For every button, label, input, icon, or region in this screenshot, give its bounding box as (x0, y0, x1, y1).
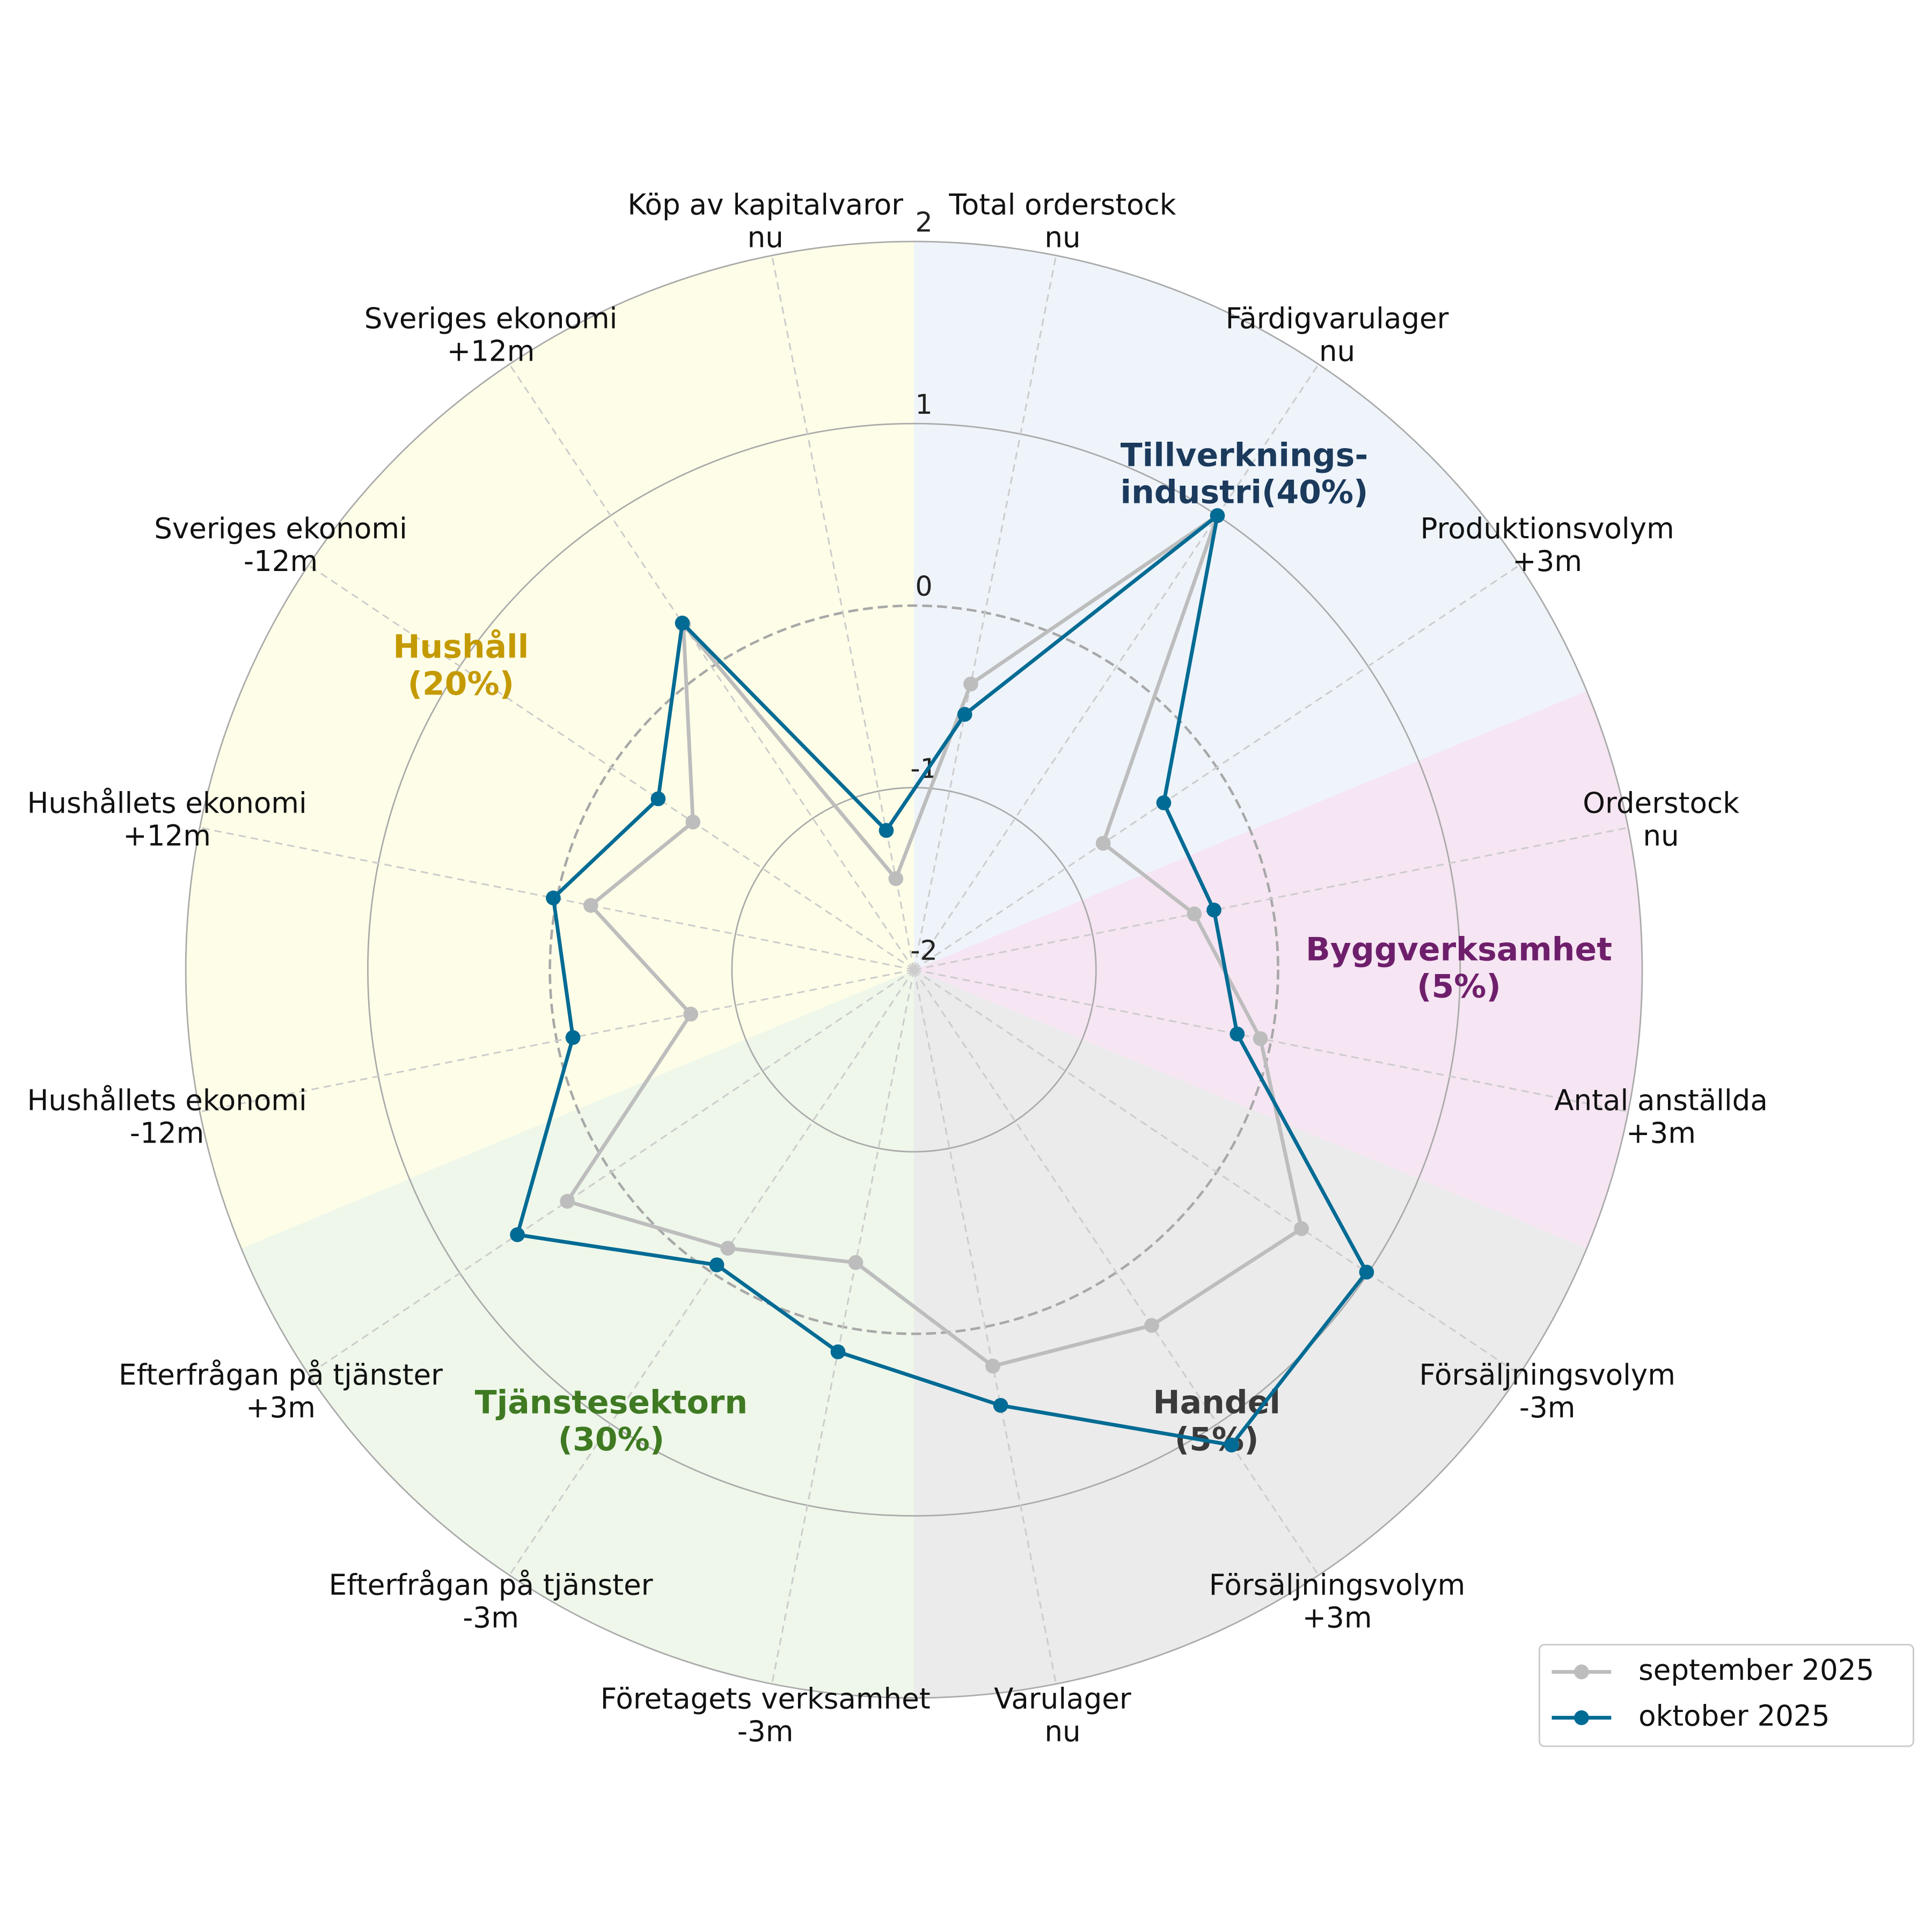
series-marker (1095, 836, 1111, 851)
series-marker (1210, 508, 1225, 523)
series-marker (963, 676, 978, 692)
spoke (913, 969, 1520, 1375)
series-marker (830, 1344, 846, 1359)
r-tick-label: 2 (915, 207, 932, 238)
legend-box (1538, 1644, 1914, 1747)
grid-ring (367, 422, 1461, 1517)
group-label: Hushåll (20%) (393, 628, 529, 702)
group-sector (914, 241, 1587, 970)
series-marker (546, 890, 561, 906)
group-sector (241, 969, 914, 1698)
category-label: Efterfrågan på tjänster -3m (329, 1568, 653, 1634)
spoke (308, 564, 914, 971)
series-marker (560, 1194, 575, 1209)
series-marker (888, 871, 904, 887)
category-label: Hushållets ekonomi -12m (27, 1084, 306, 1150)
category-label: Försäljningsvolym +3m (1209, 1568, 1466, 1634)
series-marker (1253, 1031, 1268, 1046)
r-tick-label: -2 (910, 935, 938, 967)
category-label: Sveriges ekonomi +12m (364, 302, 618, 368)
series-marker (1187, 906, 1202, 921)
series-marker (1294, 1221, 1309, 1236)
legend-label: september 2025 (1638, 1653, 1874, 1687)
series-marker (957, 707, 972, 722)
series-marker (1144, 1318, 1159, 1333)
series-marker (1156, 795, 1172, 810)
spoke (199, 969, 914, 1113)
series-marker (985, 1358, 1000, 1374)
spoke (913, 255, 1057, 970)
group-label: Tjänstesektorn (30%) (475, 1384, 748, 1458)
spoke (913, 969, 1320, 1576)
category-label: Företagets verksamhet -3m (601, 1682, 931, 1748)
series-marker (720, 1241, 736, 1256)
series-marker (583, 898, 598, 913)
series-marker (993, 1397, 1008, 1413)
category-label: Antal anställda +3m (1554, 1084, 1768, 1150)
category-label: Försäljningsvolym -3m (1419, 1358, 1675, 1424)
series-marker (1230, 1026, 1245, 1042)
spoke (308, 969, 914, 1375)
series-marker (879, 823, 894, 838)
group-sector (914, 969, 1587, 1698)
series-marker (1206, 902, 1221, 918)
category-label: Köp av kapitalvaror nu (627, 188, 903, 254)
spoke (508, 969, 915, 1576)
series-marker (510, 1227, 525, 1242)
legend-label: oktober 2025 (1638, 1699, 1830, 1732)
spoke (508, 363, 915, 970)
series-marker (650, 791, 666, 807)
category-label: Färdigvarulager nu (1226, 302, 1449, 368)
series-marker (1224, 1437, 1239, 1453)
spoke (913, 363, 1320, 970)
r-tick-label: 0 (915, 570, 932, 602)
category-label: Varulager nu (994, 1682, 1131, 1748)
series-marker (685, 814, 701, 830)
series-marker (565, 1030, 581, 1045)
series-marker (848, 1255, 863, 1270)
legend-marker (1574, 1710, 1589, 1725)
series-marker (709, 1257, 724, 1272)
legend-marker (1574, 1664, 1589, 1680)
grid-ring (185, 240, 1643, 1699)
category-label: Total orderstock nu (948, 188, 1176, 254)
group-label: Byggverksamhet (5%) (1306, 931, 1612, 1005)
group-label: Tillverknings-industri(40%) (1121, 436, 1368, 511)
spoke (913, 969, 1629, 1113)
legend: september 2025 oktober 2025 (1538, 1644, 1914, 1747)
grid-ring (548, 604, 1279, 1335)
spoke (913, 564, 1520, 971)
category-label: Efterfrågan på tjänster +3m (119, 1358, 443, 1424)
series-marker (1359, 1264, 1374, 1280)
category-label: Produktionsvolym +3m (1421, 512, 1674, 578)
spoke (771, 255, 915, 970)
category-label: Sveriges ekonomi -12m (154, 512, 407, 578)
category-label: Orderstock nu (1583, 786, 1739, 852)
r-tick-label: 1 (915, 389, 932, 420)
series-marker (683, 1006, 699, 1022)
series-marker (675, 616, 690, 631)
category-label: Hushållets ekonomi +12m (27, 786, 306, 852)
